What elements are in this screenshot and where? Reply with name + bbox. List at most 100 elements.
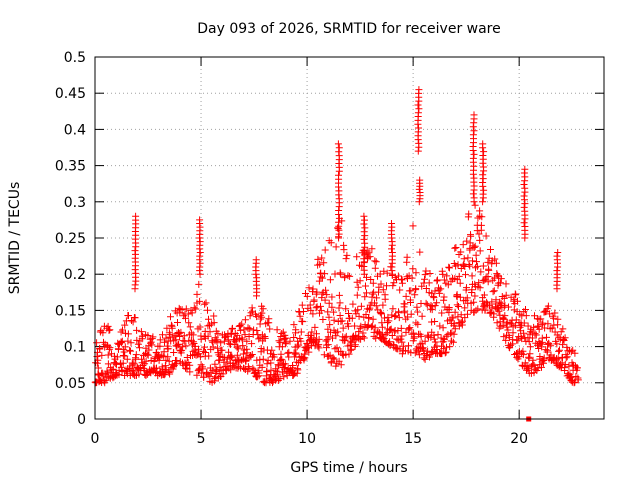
data-point	[345, 350, 353, 358]
spike-point	[416, 176, 424, 184]
data-point	[470, 298, 478, 306]
data-point	[340, 246, 348, 254]
data-point	[464, 310, 471, 318]
data-point	[336, 299, 344, 307]
spike-point	[479, 140, 487, 148]
data-point	[353, 253, 361, 261]
data-point	[514, 349, 522, 357]
spike-point	[470, 111, 478, 119]
data-point	[347, 346, 355, 354]
data-point	[403, 253, 411, 261]
data-point	[555, 347, 563, 355]
data-point	[306, 301, 314, 309]
data-point	[371, 324, 379, 332]
spike-point	[470, 150, 478, 158]
data-point	[544, 346, 551, 354]
data-point	[372, 302, 380, 310]
data-point	[117, 338, 125, 346]
data-point	[100, 338, 107, 346]
data-point	[182, 342, 190, 350]
data-point	[418, 312, 426, 320]
data-point	[380, 267, 388, 275]
spike-point	[480, 186, 488, 194]
data-point	[160, 371, 168, 379]
data-point	[474, 214, 482, 222]
data-point	[490, 310, 498, 318]
data-point	[332, 243, 340, 251]
data-point	[298, 301, 306, 309]
data-point	[535, 325, 543, 333]
x-axis-label: GPS time / hours	[290, 460, 407, 476]
data-point	[508, 320, 515, 328]
data-point	[142, 357, 150, 365]
data-point	[266, 325, 274, 333]
data-point	[501, 312, 509, 320]
data-point	[369, 279, 377, 287]
data-point	[240, 326, 248, 334]
data-point	[571, 349, 579, 357]
data-point	[333, 344, 341, 352]
y-tick-label: 0.25	[55, 231, 86, 247]
data-point	[317, 302, 324, 310]
spike-point	[469, 154, 477, 162]
data-point	[133, 326, 141, 334]
data-point	[277, 350, 285, 358]
data-point	[113, 353, 121, 361]
data-point	[500, 315, 508, 323]
data-point	[253, 327, 261, 334]
data-point	[129, 360, 137, 368]
data-point	[530, 361, 538, 369]
data-point	[561, 361, 569, 368]
data-point	[345, 310, 352, 317]
data-point	[471, 201, 479, 209]
spike-point	[335, 148, 343, 156]
spike-point	[414, 101, 422, 109]
data-point	[259, 355, 267, 363]
data-point	[104, 322, 112, 330]
data-point	[360, 334, 368, 342]
x-tick-label: 5	[197, 431, 206, 447]
data-point	[332, 332, 340, 340]
data-point	[188, 309, 196, 317]
data-point	[369, 290, 377, 298]
data-point	[499, 315, 507, 322]
data-point	[472, 306, 480, 314]
data-point	[335, 291, 343, 299]
data-point	[313, 288, 321, 296]
spike-point	[196, 249, 204, 256]
data-point	[258, 309, 266, 317]
data-point	[413, 303, 421, 311]
data-point	[425, 279, 433, 287]
data-point	[443, 272, 451, 280]
data-point	[446, 264, 453, 272]
data-point	[175, 329, 183, 337]
data-point	[318, 290, 326, 298]
data-point	[534, 322, 542, 330]
data-point	[509, 329, 517, 337]
data-point	[292, 349, 300, 357]
data-point	[205, 352, 213, 360]
spike-point	[132, 212, 140, 220]
data-point	[246, 312, 254, 320]
data-point	[182, 314, 189, 322]
data-point	[436, 322, 444, 330]
spike-point	[335, 207, 343, 214]
data-point	[449, 338, 457, 346]
data-point	[247, 309, 255, 317]
data-point	[554, 355, 562, 363]
data-point	[341, 334, 349, 342]
data-point	[504, 326, 512, 334]
data-point	[361, 293, 369, 301]
data-point	[362, 282, 369, 290]
data-point	[96, 345, 104, 353]
data-point	[148, 341, 156, 349]
data-point	[471, 242, 479, 250]
data-point	[332, 362, 340, 370]
data-point	[346, 272, 354, 280]
spike-point	[553, 267, 561, 275]
data-point	[190, 340, 198, 347]
data-point	[363, 289, 370, 297]
spike-point	[415, 86, 423, 94]
data-point	[495, 307, 503, 315]
data-point	[562, 354, 570, 362]
